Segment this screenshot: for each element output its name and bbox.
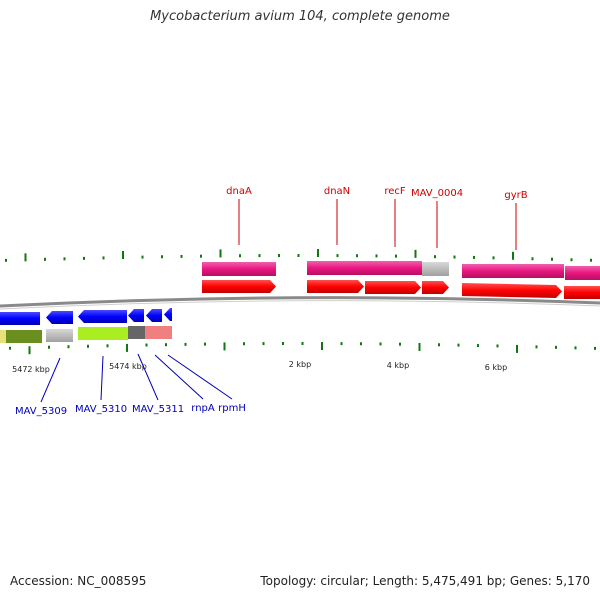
upper-tick-row [5, 249, 592, 262]
gene-MAV_5310[interactable] [46, 329, 73, 342]
backbone-inner [0, 300, 600, 310]
gene-reverse-yellow[interactable] [0, 330, 6, 343]
gene-label-MAV_5310[interactable]: MAV_5310 [75, 404, 127, 415]
cds-gyrB[interactable] [462, 283, 562, 298]
forward-gene-labels: dnaA dnaN recF MAV_0004 gyrB [226, 186, 528, 250]
cds-recF[interactable] [365, 281, 421, 294]
cds-MAV_5310[interactable] [0, 312, 40, 325]
reverse-cds-track [0, 308, 172, 325]
lower-tick-row: 5472 kbp 5474 kbp 2 kbp 4 kbp 6 kbp [9, 342, 596, 374]
map-title: Mycobacterium avium 104, complete genome [150, 9, 450, 24]
cds-MAV_0004[interactable] [422, 281, 449, 294]
gene-MAV_5311[interactable] [78, 327, 128, 340]
gene-rpmH[interactable] [145, 326, 172, 339]
gene-recF[interactable] [365, 261, 422, 275]
gene-label-rpmH[interactable]: rpmH [218, 403, 246, 414]
gene-label-rnpA[interactable]: rnpA [191, 403, 215, 414]
gene-dnaN[interactable] [307, 261, 365, 275]
gene-label-MAV_5311[interactable]: MAV_5311 [132, 404, 184, 415]
gene-label-dnaN[interactable]: dnaN [324, 186, 350, 197]
gene-label-MAV_5309[interactable]: MAV_5309 [15, 406, 67, 417]
cds-rnpA[interactable] [78, 310, 127, 323]
label-leader-line [100, 355, 104, 401]
gene-rnpA[interactable] [128, 326, 145, 339]
gene-gyrB[interactable] [462, 264, 564, 278]
cds-dnaA[interactable] [202, 280, 276, 293]
gene-label-recF[interactable]: recF [384, 186, 406, 197]
reverse-gene-track [0, 326, 172, 343]
tick-label: 6 kbp [485, 363, 507, 372]
reverse-gene-labels: MAV_5309 MAV_5310 MAV_5311 rnpA rpmH [15, 353, 246, 417]
gene-label-MAV_0004[interactable]: MAV_0004 [411, 188, 463, 199]
forward-gene-track [202, 261, 600, 280]
gene-label-gyrB[interactable]: gyrB [504, 190, 527, 201]
cds-rpmH[interactable] [128, 309, 144, 322]
tick-label: 2 kbp [289, 360, 311, 369]
cds-dnaN[interactable] [307, 280, 364, 293]
tick-label: 5474 kbp [109, 362, 147, 371]
label-leader-line [40, 357, 61, 403]
gene-MAV_5309[interactable] [6, 330, 42, 343]
gene-dnaA[interactable] [202, 262, 276, 276]
accession-text: Accession: NC_008595 [10, 574, 147, 588]
gene-MAV_0004[interactable] [422, 262, 449, 276]
tick-label: 4 kbp [387, 361, 409, 370]
cds-MAV_5311[interactable] [46, 311, 73, 324]
label-leader-line [154, 354, 204, 400]
label-leader-line [167, 354, 233, 400]
cds-reverse-b[interactable] [164, 308, 172, 321]
tick-label: 5472 kbp [12, 365, 50, 374]
cds-reverse-a[interactable] [146, 309, 162, 322]
genome-stats-text: Topology: circular; Length: 5,475,491 bp… [260, 574, 590, 588]
cds-next[interactable] [564, 286, 600, 299]
backbone-outer [0, 296, 600, 308]
forward-cds-track [202, 280, 600, 299]
label-leader-line [137, 353, 159, 401]
gene-next[interactable] [565, 266, 600, 280]
gene-label-dnaA[interactable]: dnaA [226, 186, 252, 197]
